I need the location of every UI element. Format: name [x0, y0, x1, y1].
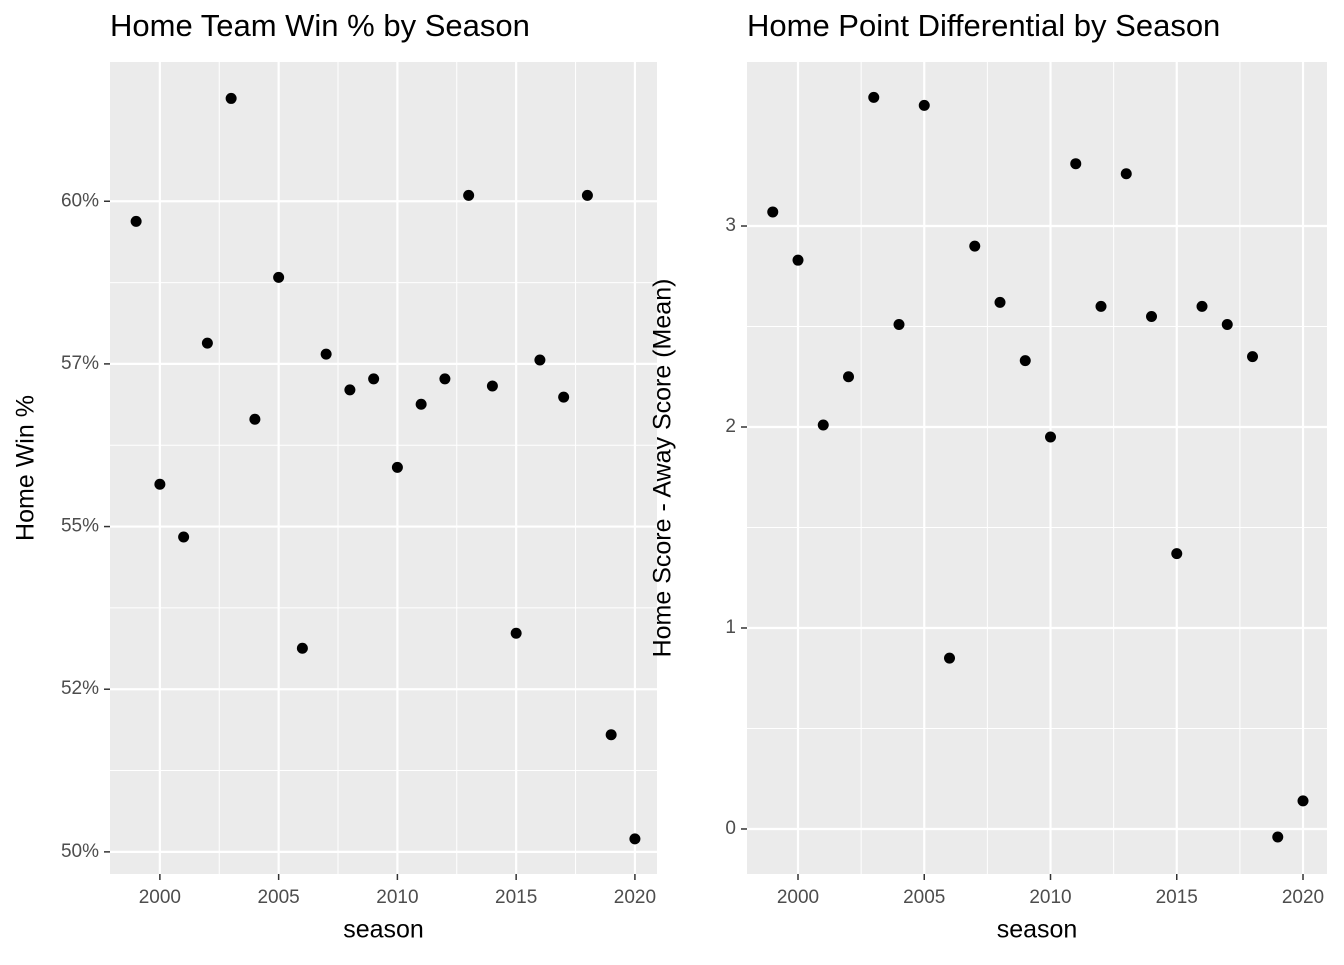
y-tick-label: 3	[725, 215, 736, 236]
point	[1196, 300, 1208, 312]
point	[296, 642, 308, 654]
point	[843, 371, 855, 383]
x-tick-label: 2020	[614, 887, 656, 908]
point	[320, 348, 332, 360]
x-axis-title: season	[343, 916, 424, 944]
chart-title: Home Team Win % by Season	[110, 8, 530, 43]
y-tick-label: 1	[725, 617, 736, 638]
point	[969, 240, 981, 252]
point	[1297, 795, 1309, 807]
point	[439, 373, 451, 385]
point	[792, 254, 804, 266]
point	[1247, 351, 1259, 363]
point	[1221, 318, 1233, 330]
point	[178, 531, 190, 543]
point	[1070, 158, 1082, 170]
x-tick-label: 2020	[1282, 887, 1324, 908]
point	[1019, 355, 1031, 367]
point	[273, 271, 285, 283]
point	[918, 99, 930, 111]
x-tick-label: 2005	[903, 887, 945, 908]
y-tick-label: 60%	[61, 190, 99, 211]
point	[605, 729, 617, 741]
point	[534, 354, 546, 366]
y-tick-label: 2	[725, 416, 736, 437]
panel-background	[747, 62, 1327, 874]
point	[249, 413, 261, 425]
point	[1120, 168, 1132, 180]
x-tick-label: 2010	[1029, 887, 1071, 908]
panel-background	[110, 62, 657, 874]
x-axis-title: season	[997, 916, 1078, 944]
y-axis-title: Home Win %	[12, 395, 40, 541]
x-tick-label: 2010	[376, 887, 418, 908]
point	[1045, 431, 1057, 443]
x-tick-label: 2005	[257, 887, 299, 908]
point	[368, 373, 380, 385]
point	[868, 91, 880, 103]
point	[893, 318, 905, 330]
point	[344, 384, 356, 396]
point	[817, 419, 829, 431]
point	[391, 461, 403, 473]
point	[463, 189, 475, 201]
point	[130, 215, 142, 227]
y-tick-label: 0	[725, 818, 736, 839]
point	[154, 478, 166, 490]
point	[558, 391, 570, 403]
point	[510, 627, 522, 639]
chart-title: Home Point Differential by Season	[747, 8, 1220, 43]
point	[767, 206, 779, 218]
point	[1272, 831, 1284, 843]
point	[581, 189, 593, 201]
point	[201, 337, 213, 349]
y-tick-label: 57%	[61, 353, 99, 374]
y-tick-label: 52%	[61, 678, 99, 699]
x-tick-label: 2015	[495, 887, 537, 908]
point	[486, 380, 498, 392]
point	[1171, 548, 1183, 560]
point	[944, 652, 956, 664]
y-tick-label: 50%	[61, 841, 99, 862]
y-axis-title: Home Score - Away Score (Mean)	[649, 279, 677, 658]
point	[994, 296, 1006, 308]
point	[629, 833, 641, 845]
x-tick-label: 2000	[139, 887, 181, 908]
x-tick-label: 2000	[777, 887, 819, 908]
point	[225, 92, 237, 104]
y-tick-label: 55%	[61, 516, 99, 537]
point	[1146, 310, 1158, 322]
point	[1095, 300, 1107, 312]
x-tick-label: 2015	[1156, 887, 1198, 908]
point	[415, 398, 427, 410]
